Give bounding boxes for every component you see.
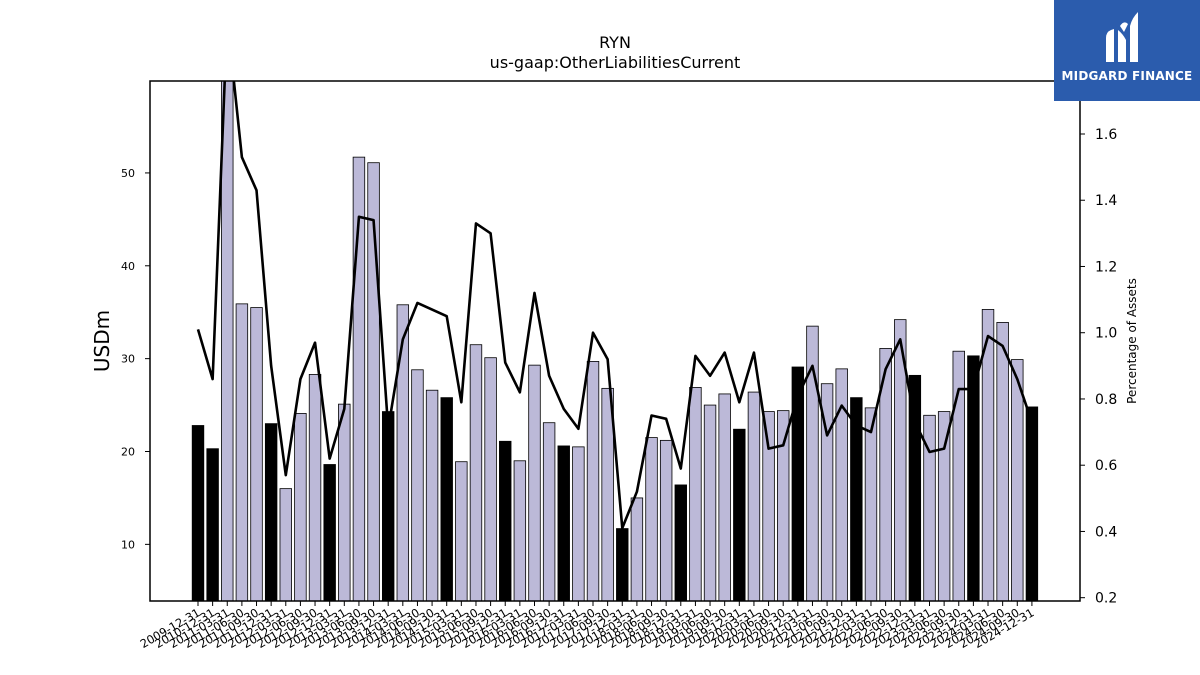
y2-tick-label: 1.0 <box>1095 326 1117 342</box>
bar <box>616 528 629 602</box>
y2-tick-label: 0.6 <box>1095 458 1117 474</box>
percentage-line <box>196 81 1034 530</box>
brand-name: MIDGARD FINANCE <box>1061 69 1193 83</box>
y2-tick-label: 0.8 <box>1095 392 1117 408</box>
chart-title: RYN <box>599 33 631 52</box>
y2-tick-label: 1.6 <box>1095 127 1117 143</box>
bar <box>791 366 805 602</box>
bar <box>308 374 322 602</box>
bar <box>1011 359 1024 602</box>
bar <box>630 497 644 602</box>
bar <box>542 422 556 602</box>
bar <box>425 389 439 602</box>
y-tick-label: 50 <box>121 167 135 180</box>
bar <box>440 397 453 602</box>
bar <box>528 364 541 602</box>
bar <box>206 448 219 602</box>
bar <box>586 361 600 602</box>
bar <box>235 303 249 602</box>
plot-frame <box>149 80 1081 602</box>
line-series <box>196 81 1034 530</box>
bar <box>338 403 351 602</box>
bar <box>908 374 922 602</box>
y-axis-right: 0.2 0.4 0.6 0.8 1.0 1.2 1.4 1.6 <box>1080 127 1117 607</box>
bar <box>557 445 570 602</box>
bar <box>733 428 746 602</box>
bar <box>777 410 790 602</box>
bar <box>864 407 878 602</box>
y2-tick-label: 1.2 <box>1095 259 1117 275</box>
bar <box>499 440 512 602</box>
bar <box>279 488 292 602</box>
bar <box>513 460 527 602</box>
bar <box>674 484 687 602</box>
brand-logo: MIDGARD FINANCE <box>1054 0 1200 101</box>
bar <box>689 387 702 602</box>
y-axis-left: 10 20 30 40 50 <box>121 167 150 551</box>
y2-tick-label: 0.2 <box>1095 591 1117 607</box>
bar <box>484 357 497 602</box>
bar <box>221 80 234 602</box>
bar <box>264 423 278 602</box>
bar <box>323 464 336 602</box>
bar <box>469 344 483 602</box>
y-tick-label: 20 <box>121 446 135 459</box>
bar <box>659 439 673 602</box>
x-axis: 2009-12-312010-12-312011-03-312011-06-30… <box>138 601 1036 651</box>
bar-series <box>191 80 1039 602</box>
bar <box>396 304 410 602</box>
bar <box>996 322 1009 602</box>
y2-tick-label: 0.4 <box>1095 524 1117 540</box>
chart-subtitle: us-gaap:OtherLiabilitiesCurrent <box>490 53 741 72</box>
bar <box>572 446 585 602</box>
bar <box>747 391 761 602</box>
midgard-logo-icon <box>1106 12 1138 62</box>
bar <box>250 307 263 602</box>
y-tick-label: 10 <box>121 538 135 551</box>
bar <box>645 437 658 602</box>
y2-tick-label: 1.4 <box>1095 193 1117 209</box>
bar <box>294 413 307 602</box>
y2-axis-label: Percentage of Assets <box>1125 278 1139 404</box>
y-tick-label: 30 <box>121 353 135 366</box>
bar <box>381 411 395 602</box>
y-tick-label: 40 <box>121 260 135 273</box>
bar <box>191 425 205 602</box>
bar <box>455 461 468 602</box>
bar <box>937 411 951 602</box>
bar <box>411 369 424 602</box>
bar <box>762 411 775 602</box>
bar <box>835 368 848 602</box>
bar <box>1025 406 1039 602</box>
bar <box>967 355 980 602</box>
bar <box>703 404 717 602</box>
y-axis-label: USDm <box>90 310 114 372</box>
bar <box>718 393 731 602</box>
